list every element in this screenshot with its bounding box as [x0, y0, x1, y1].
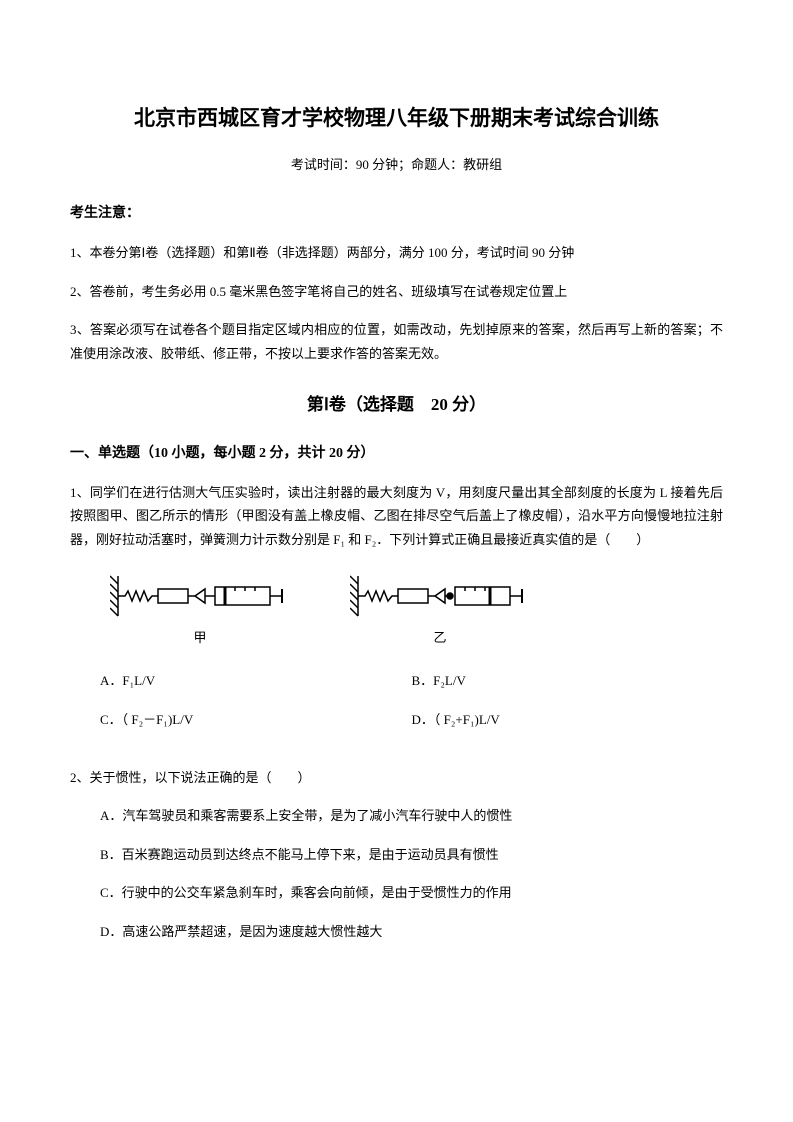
question-2-text: 2、关于惯性，以下说法正确的是（ ）: [70, 766, 723, 789]
q2-option-d: D．高速公路严禁超速，是因为速度越大惯性越大: [100, 920, 723, 943]
notice-header: 考生注意：: [70, 201, 723, 226]
diagram-left: 甲: [110, 571, 290, 649]
question-1-text: 1、同学们在进行估测大气压实验时，读出注射器的最大刻度为 V，用刻度尺量出其全部…: [70, 481, 723, 551]
diagram-label-left: 甲: [193, 626, 206, 649]
part-title: 第Ⅰ卷（选择题 20 分）: [70, 390, 723, 421]
syringe-diagram-1: [110, 571, 290, 621]
question-1-diagram: 甲: [110, 571, 723, 649]
exam-subtitle: 考试时间：90 分钟；命题人：教研组: [70, 153, 723, 176]
instruction-2: 2、答卷前，考生务必用 0.5 毫米黑色签字笔将自己的姓名、班级填写在试卷规定位…: [70, 280, 723, 303]
q2-option-c: C．行驶中的公交车紧急刹车时，乘客会向前倾，是由于受惯性力的作用: [100, 881, 723, 904]
q1-option-d: D．（ F₂+F₁)L/V: [412, 708, 724, 731]
diagram-label-right: 乙: [433, 626, 446, 649]
section-1-header: 一、单选题（10 小题，每小题 2 分，共计 20 分）: [70, 441, 723, 466]
q2-option-b: B．百米赛跑运动员到达终点不能马上停下来，是由于运动员具有惯性: [100, 843, 723, 866]
syringe-diagram-2: [350, 571, 530, 621]
question-1-options: A．F₁L/V B．F₂L/V C．（ F₂－F₁)L/V D．（ F₂+F₁)…: [100, 669, 723, 746]
instruction-1: 1、本卷分第Ⅰ卷（选择题）和第Ⅱ卷（非选择题）两部分，满分 100 分，考试时间…: [70, 241, 723, 264]
q1-option-b: B．F₂L/V: [412, 669, 724, 692]
q1-option-a: A．F₁L/V: [100, 669, 412, 692]
diagram-right: 乙: [350, 571, 530, 649]
q1-option-c: C．（ F₂－F₁)L/V: [100, 708, 412, 731]
instruction-3: 3、答案必须写在试卷各个题目指定区域内相应的位置，如需改动，先划掉原来的答案，然…: [70, 318, 723, 365]
page-title: 北京市西城区育才学校物理八年级下册期末考试综合训练: [70, 100, 723, 138]
q2-option-a: A．汽车驾驶员和乘客需要系上安全带，是为了减小汽车行驶中人的惯性: [100, 804, 723, 827]
